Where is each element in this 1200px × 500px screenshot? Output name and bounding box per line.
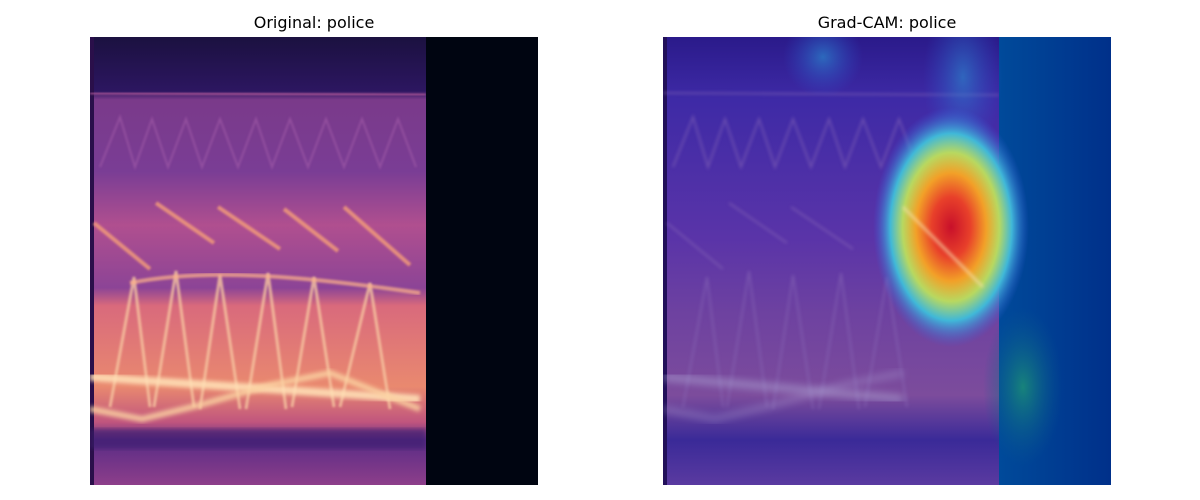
gradcam-image bbox=[663, 37, 1111, 485]
gradcam-svg bbox=[663, 37, 1111, 485]
spectrogram-svg bbox=[90, 37, 538, 485]
padding-region bbox=[426, 37, 538, 485]
original-title: Original: police bbox=[253, 13, 375, 32]
gradcam-title: Grad-CAM: police bbox=[817, 13, 957, 32]
gradcam-hotspot bbox=[873, 107, 1029, 347]
gradcam-panel: Grad-CAM: police bbox=[663, 0, 1111, 500]
spectrogram-image bbox=[90, 37, 538, 485]
original-panel: Original: police bbox=[90, 0, 538, 500]
